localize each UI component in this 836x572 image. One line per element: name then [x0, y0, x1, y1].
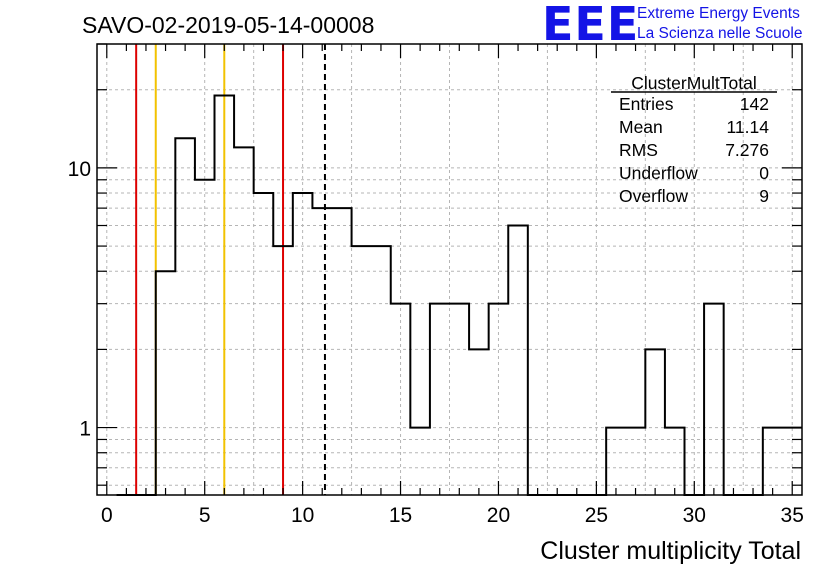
- stats-value-overflow: 9: [759, 186, 769, 206]
- x-tick-label: 20: [487, 504, 510, 527]
- x-tick-label: 25: [585, 504, 608, 527]
- axis-ticks: [97, 43, 802, 495]
- histogram-outline: [116, 94, 802, 496]
- stats-value-underflow: 0: [759, 163, 769, 183]
- logo-line-1: Extreme Energy Events: [637, 5, 800, 22]
- x-tick-label: 35: [781, 504, 804, 527]
- y-tick-label: 10: [68, 158, 91, 181]
- chart-title: SAVO-02-2019-05-14-00008: [82, 12, 374, 38]
- logo-line-2: La Scienza nelle Scuole: [637, 25, 802, 42]
- x-tick-labels: 0 5 10 15 20 25 30 35: [101, 504, 804, 527]
- stats-box: ClusterMultTotal Entries 142 Mean 11.14 …: [611, 73, 777, 206]
- stats-label-rms: RMS: [619, 140, 658, 160]
- eee-logo: EEE Extreme Energy Events La Scienza nel…: [542, 0, 802, 51]
- stats-label-mean: Mean: [619, 117, 663, 137]
- stats-label-entries: Entries: [619, 94, 674, 114]
- stats-value-mean: 11.14: [727, 117, 770, 137]
- logo-mark: EEE: [542, 0, 639, 51]
- y-tick-label: 1: [79, 418, 91, 441]
- x-tick-label: 10: [291, 504, 314, 527]
- x-tick-label: 0: [101, 504, 113, 527]
- y-tick-labels: 1 10: [68, 158, 91, 441]
- x-tick-label: 30: [683, 504, 706, 527]
- x-tick-label: 5: [199, 504, 211, 527]
- x-tick-label: 15: [389, 504, 412, 527]
- plot-frame: [96, 43, 803, 496]
- x-axis-label: Cluster multiplicity Total: [540, 537, 801, 565]
- stats-title: ClusterMultTotal: [631, 73, 756, 93]
- stats-value-entries: 142: [740, 94, 769, 114]
- stats-value-rms: 7.276: [725, 140, 769, 160]
- stats-label-underflow: Underflow: [619, 163, 698, 183]
- stats-label-overflow: Overflow: [619, 186, 688, 206]
- marker-lines: [135, 44, 326, 495]
